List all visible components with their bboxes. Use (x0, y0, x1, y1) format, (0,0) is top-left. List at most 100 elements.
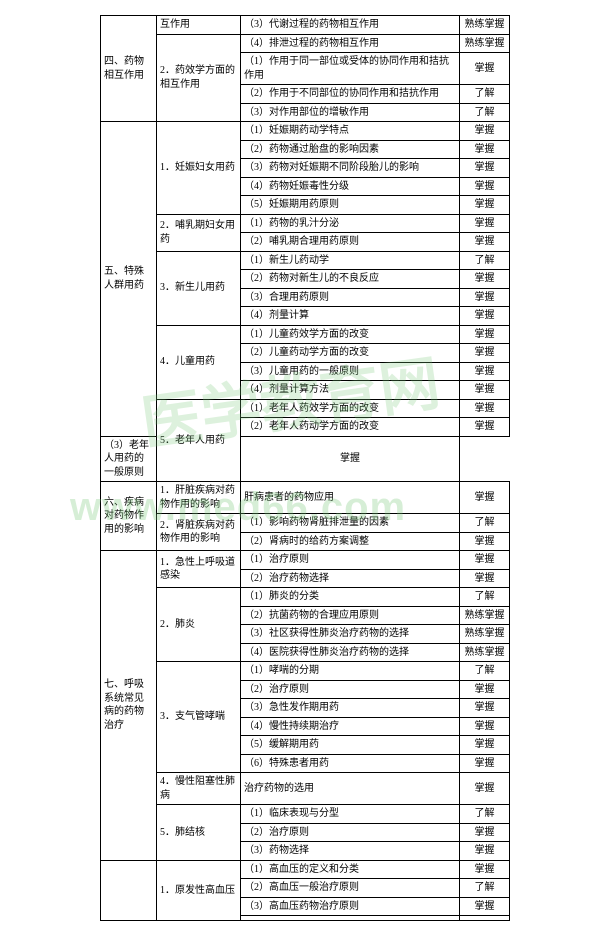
cell: （3）对作用部位的增敏作用 (241, 103, 460, 122)
cell: 2．药效学方面的相互作用 (157, 34, 241, 122)
cell: 了解 (460, 251, 510, 270)
cell: （3）老年人用药的一般原则 (101, 436, 157, 482)
cell: （2）治疗原则 (241, 823, 460, 842)
cell: 掌握 (460, 569, 510, 588)
cell: （4）剂量计算 (241, 307, 460, 326)
cell: 2．肺炎 (157, 588, 241, 662)
cell: 掌握 (460, 307, 510, 326)
cell: 1．肝脏疾病对药物作用的影响 (157, 482, 241, 514)
cell: （2）作用于不同部位的协同作用和拮抗作用 (241, 85, 460, 104)
cell: （3）药物对妊娠期不同阶段胎儿的影响 (241, 159, 460, 178)
syllabus-table: 四、药物相互作用 互作用 （3）代谢过程的药物相互作用 熟练掌握 2．药效学方面… (100, 15, 510, 921)
cell: （1）新生儿药动学 (241, 251, 460, 270)
cell: （2）高血压一般治疗原则 (241, 879, 460, 898)
cell: （1）妊娠期药动学特点 (241, 122, 460, 141)
cell: （1）药物的乳汁分泌 (241, 214, 460, 233)
cell: （3）社区获得性肺炎治疗药物的选择 (241, 625, 460, 644)
cell: （2）儿童药动学方面的改变 (241, 344, 460, 363)
cell: 掌握 (460, 288, 510, 307)
cell: 1．原发性高血压 (157, 860, 241, 921)
cell: 掌握 (460, 482, 510, 514)
cell: 2．哺乳期妇女用药 (157, 214, 241, 251)
cell: 掌握 (460, 736, 510, 755)
cell: 熟练掌握 (460, 643, 510, 662)
cell: （1）肺炎的分类 (241, 588, 460, 607)
cell: （4）排泄过程的药物相互作用 (241, 34, 460, 53)
cell: 掌握 (460, 270, 510, 289)
cell: 2．肾脏疾病对药物作用的影响 (157, 514, 241, 551)
cell: （3）代谢过程的药物相互作用 (241, 16, 460, 35)
cell: 熟练掌握 (460, 625, 510, 644)
cell: （2）抗菌药物的合理应用原则 (241, 606, 460, 625)
cell: 掌握 (460, 122, 510, 141)
cell: 肝病患者的药物应用 (241, 482, 460, 514)
cell (241, 916, 460, 921)
cell: 熟练掌握 (460, 34, 510, 53)
cell: 5．肺结核 (157, 805, 241, 861)
cell: 了解 (460, 85, 510, 104)
cell: 掌握 (460, 551, 510, 570)
cell: 掌握 (460, 53, 510, 85)
cell: 3．支气管哮喘 (157, 662, 241, 773)
cell: 了解 (460, 805, 510, 824)
cell: 熟练掌握 (460, 16, 510, 35)
section-4-title: 四、药物相互作用 (101, 16, 157, 122)
cell: 掌握 (460, 362, 510, 381)
section-5-title: 五、特殊人群用药 (101, 122, 157, 437)
cell: （2）药物对新生儿的不良反应 (241, 270, 460, 289)
cell: 掌握 (460, 842, 510, 861)
cell: 了解 (460, 103, 510, 122)
section-7-title: 七、呼吸系统常见病的药物治疗 (101, 551, 157, 861)
cell: （3）急性发作期用药 (241, 699, 460, 718)
cell: 1．急性上呼吸道感染 (157, 551, 241, 588)
cell: （3）儿童用药的一般原则 (241, 362, 460, 381)
section-6-title: 六、疾病对药物作用的影响 (101, 482, 157, 551)
cell: 掌握 (460, 717, 510, 736)
cell: 掌握 (460, 754, 510, 773)
cell: 掌握 (460, 680, 510, 699)
cell: （2）药物通过胎盘的影响因素 (241, 140, 460, 159)
cell: 掌握 (460, 325, 510, 344)
cell: 掌握 (460, 532, 510, 551)
cell: （2）治疗药物选择 (241, 569, 460, 588)
cell: 互作用 (157, 16, 241, 35)
cell: 4．儿童用药 (157, 325, 241, 399)
cell: （4）医院获得性肺炎治疗药物的选择 (241, 643, 460, 662)
cell: 掌握 (460, 399, 510, 418)
cell: 掌握 (460, 159, 510, 178)
cell: 掌握 (460, 381, 510, 400)
cell: （3）合理用药原则 (241, 288, 460, 307)
cell: 熟练掌握 (460, 606, 510, 625)
section-8-title (101, 860, 157, 921)
cell: （4）慢性持续期治疗 (241, 717, 460, 736)
cell: （5）缓解期用药 (241, 736, 460, 755)
cell: （2）哺乳期合理用药原则 (241, 233, 460, 252)
cell: 掌握 (460, 233, 510, 252)
cell: 1．妊娠妇女用药 (157, 122, 241, 215)
cell: 4．慢性阻塞性肺病 (157, 773, 241, 805)
cell: 3．新生儿用药 (157, 251, 241, 325)
cell: 掌握 (460, 823, 510, 842)
cell: 掌握 (460, 860, 510, 879)
cell: （2）治疗原则 (241, 680, 460, 699)
cell (460, 916, 510, 921)
cell: 掌握 (241, 436, 460, 482)
cell: 掌握 (460, 177, 510, 196)
cell: （5）妊娠期用药原则 (241, 196, 460, 215)
cell: （1）临床表现与分型 (241, 805, 460, 824)
cell: （2）老年人药动学方面的改变 (241, 418, 460, 437)
cell: 掌握 (460, 140, 510, 159)
cell: 治疗药物的选用 (241, 773, 460, 805)
cell: （2）肾病时的给药方案调整 (241, 532, 460, 551)
cell: （3）高血压药物治疗原则 (241, 897, 460, 916)
cell: 掌握 (460, 699, 510, 718)
cell: （1）影响药物肾脏排泄量的因素 (241, 514, 460, 533)
cell: 5．老年人用药 (157, 399, 241, 482)
cell: 了解 (460, 879, 510, 898)
cell: （1）高血压的定义和分类 (241, 860, 460, 879)
cell: 了解 (460, 514, 510, 533)
cell: （1）老年人药效学方面的改变 (241, 399, 460, 418)
cell: （1）儿童药效学方面的改变 (241, 325, 460, 344)
cell: （6）特殊患者用药 (241, 754, 460, 773)
cell: 掌握 (460, 897, 510, 916)
